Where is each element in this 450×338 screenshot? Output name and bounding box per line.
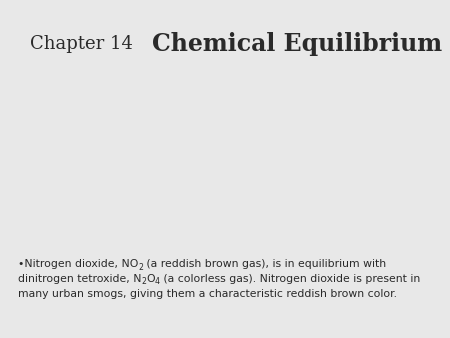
Text: dinitrogen tetroxide, N: dinitrogen tetroxide, N [18,274,141,284]
Text: many urban smogs, giving them a characteristic reddish brown color.: many urban smogs, giving them a characte… [18,289,397,299]
Text: Chemical Equilibrium: Chemical Equilibrium [152,32,442,56]
Text: (a colorless gas). Nitrogen dioxide is present in: (a colorless gas). Nitrogen dioxide is p… [160,274,420,284]
Text: 4: 4 [155,277,160,287]
Text: O: O [146,274,155,284]
Text: •Nitrogen dioxide, NO: •Nitrogen dioxide, NO [18,259,139,269]
Text: (a reddish brown gas), is in equilibrium with: (a reddish brown gas), is in equilibrium… [143,259,387,269]
Text: 2: 2 [139,263,143,271]
Text: Chapter 14: Chapter 14 [30,35,133,53]
Text: 2: 2 [141,277,146,287]
